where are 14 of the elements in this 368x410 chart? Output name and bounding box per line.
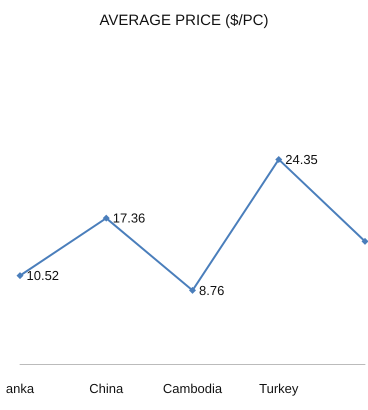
point — [275, 156, 282, 163]
point — [102, 214, 110, 222]
chart-title: AVERAGE PRICE ($/PC) — [100, 12, 268, 29]
x-tick-label: Cambodia — [162, 381, 223, 396]
data-label: 10.52 — [26, 268, 60, 284]
point — [362, 238, 368, 245]
point — [189, 286, 196, 294]
point — [16, 272, 24, 280]
x-tick-label: Turkey — [259, 381, 299, 396]
data-label: 17.36 — [112, 210, 146, 226]
data-label: 8.76 — [199, 282, 224, 298]
data-label: 24.35 — [285, 152, 318, 167]
x-tick-label: anka — [6, 381, 35, 396]
x-tick-label: China — [89, 381, 124, 396]
